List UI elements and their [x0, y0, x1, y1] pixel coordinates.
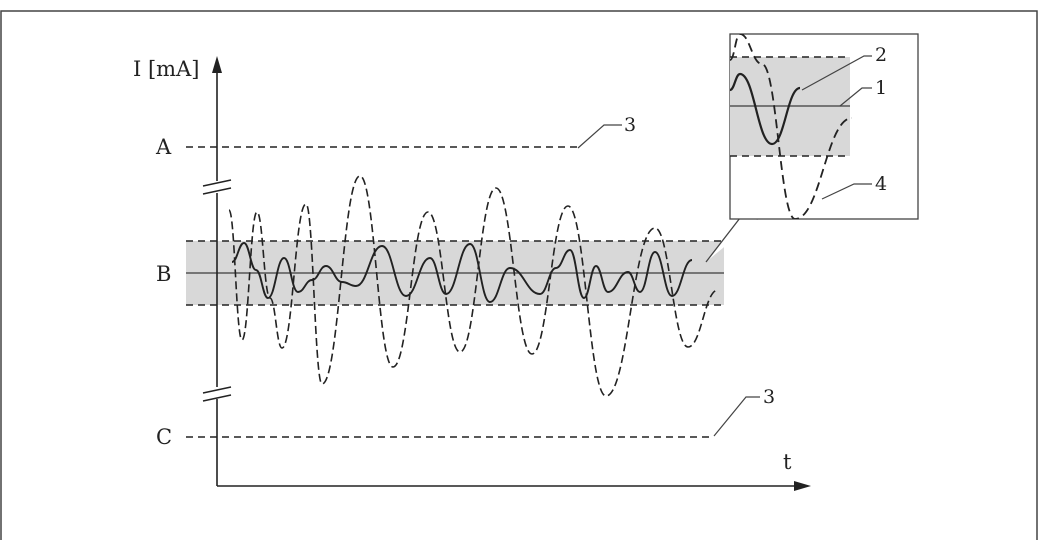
- leader-3-upper: [577, 124, 622, 149]
- x-axis-label: t: [783, 450, 792, 474]
- leader-1: [839, 87, 872, 107]
- leader-3-lower: [713, 396, 760, 437]
- callout-3-lower: 3: [763, 386, 775, 408]
- callout-3-upper: 3: [624, 114, 636, 136]
- axis-break-upper: [202, 179, 232, 195]
- y-axis-arrowhead: [212, 56, 222, 73]
- callout-4: 4: [875, 173, 887, 195]
- axis-break-lower: [202, 386, 232, 402]
- level-label-b: B: [156, 262, 171, 286]
- magnified-inset: [705, 33, 919, 263]
- figure-border: [0, 10, 1038, 540]
- level-label-c: C: [156, 425, 172, 449]
- inset-damped-curve: [730, 72, 801, 146]
- x-axis-arrowhead: [794, 481, 811, 491]
- damped-signal-curve: [231, 242, 693, 303]
- undamped-signal-curve: [228, 175, 719, 397]
- level-label-a: A: [155, 135, 172, 159]
- y-axis-label: I [mA]: [133, 57, 199, 81]
- inset-callout-pointer: [705, 217, 759, 263]
- leader-4: [821, 183, 872, 200]
- leader-2: [801, 55, 872, 91]
- callout-2: 2: [875, 44, 887, 66]
- callout-1: 1: [875, 77, 887, 99]
